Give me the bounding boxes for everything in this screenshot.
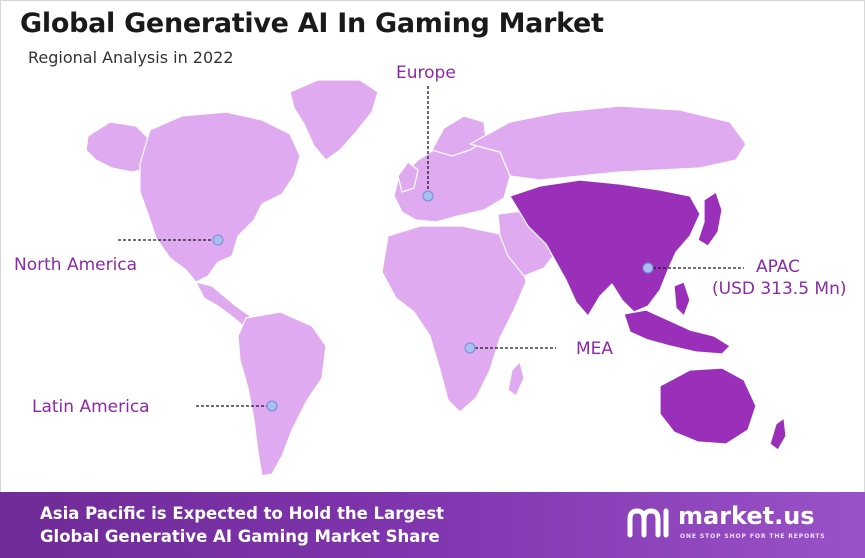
page-subtitle: Regional Analysis in 2022 (28, 48, 234, 67)
market-us-logo-icon (627, 508, 669, 538)
leader-lines (118, 86, 744, 407)
region-label-europe: Europe (396, 63, 456, 83)
land-russia-north (469, 105, 747, 181)
land-se-asia (623, 309, 731, 355)
marker-mea (464, 342, 476, 354)
footer-banner: Asia Pacific is Expected to Hold the Lar… (0, 492, 865, 558)
land-masses (85, 79, 747, 477)
footer-line-1: Asia Pacific is Expected to Hold the Lar… (40, 504, 445, 523)
brand-name: market.us (678, 502, 815, 530)
land-madagascar (507, 361, 525, 397)
world-map (85, 79, 787, 477)
land-philippines (673, 281, 691, 317)
region-label-north-america: North America (14, 255, 138, 275)
region-value-apac: (USD 313.5 Mn) (712, 279, 847, 299)
region-label-apac: APAC (756, 257, 800, 277)
footer-line-2: Global Generative AI Gaming Market Share (40, 527, 440, 546)
land-greenland (289, 79, 379, 161)
land-south-america (237, 311, 327, 477)
footer-message: Asia Pacific is Expected to Hold the Lar… (40, 502, 444, 548)
land-asia-apac (509, 179, 701, 317)
land-africa (381, 225, 527, 413)
brand: market.us ONE STOP SHOP FOR THE REPORTS (626, 502, 856, 548)
marker-apac (642, 262, 654, 274)
brand-tagline: ONE STOP SHOP FOR THE REPORTS (680, 533, 826, 540)
land-uk (397, 161, 419, 193)
land-australia (659, 367, 757, 445)
land-north-america (139, 111, 301, 283)
land-new-zealand (769, 417, 787, 451)
land-scandinavia (431, 115, 487, 157)
region-label-mea: MEA (576, 339, 614, 359)
region-markers (212, 190, 654, 412)
land-japan (697, 191, 723, 247)
page-title: Global Generative AI In Gaming Market (20, 8, 604, 39)
marker-latin-america (266, 400, 278, 412)
apac-region (509, 179, 787, 451)
marker-north-america (212, 234, 224, 246)
marker-europe (422, 190, 434, 202)
region-label-latin-america: Latin America (32, 397, 150, 417)
